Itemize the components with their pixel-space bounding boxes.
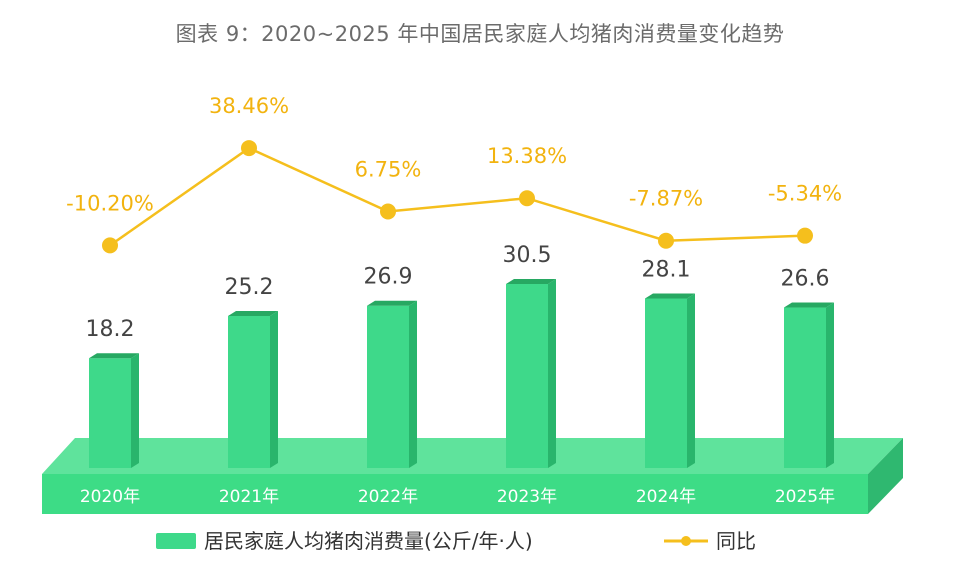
bar-value-label: 25.2 [225, 275, 274, 300]
bar [228, 310, 278, 468]
bar-side-face [131, 353, 139, 468]
yoy-label: 38.46% [209, 94, 289, 118]
yoy-point [797, 227, 813, 244]
category-label: 2020年 [80, 487, 140, 507]
bar-side-face [826, 302, 834, 468]
category-label: 2024年 [636, 487, 696, 507]
bar [506, 279, 556, 468]
base-platform-side [868, 438, 903, 514]
category-label: 2023年 [497, 487, 557, 507]
bar-side-face [687, 293, 695, 468]
bar-side-face [270, 310, 278, 468]
bar [645, 293, 695, 468]
category-label: 2021年 [219, 487, 279, 507]
bar-value-label: 18.2 [86, 317, 135, 342]
legend-bar-swatch [156, 533, 196, 549]
bar-value-label: 26.9 [364, 265, 413, 290]
bar-value-labels: 18.2 25.2 26.9 30.5 28.1 26.6 [86, 243, 830, 342]
bar-top-face [89, 353, 139, 359]
yoy-label: -5.34% [768, 182, 842, 206]
bar-top-face [367, 300, 417, 306]
bar [89, 353, 139, 468]
bar-value-label: 28.1 [642, 257, 691, 282]
bars-group [89, 279, 834, 468]
bar-front-face [367, 305, 409, 468]
bar-front-face [89, 358, 131, 468]
yoy-point [519, 190, 535, 207]
yoy-line-layer: -10.20% 38.46% 6.75% 13.38% -7.87% -5.34% [66, 94, 842, 254]
legend-bar-label: 居民家庭人均猪肉消费量(公斤/年·人) [204, 529, 533, 553]
base-platform-top [42, 438, 903, 474]
yoy-label: -10.20% [66, 191, 154, 215]
yoy-label: 6.75% [355, 158, 422, 182]
yoy-label: -7.87% [629, 187, 703, 211]
yoy-point [102, 237, 118, 254]
bar-top-face [228, 310, 278, 316]
yoy-point [241, 140, 257, 157]
bar [784, 302, 834, 468]
bar-front-face [784, 307, 826, 468]
bar-value-label: 30.5 [503, 243, 552, 268]
bar-front-face [228, 315, 270, 468]
yoy-label: 13.38% [487, 144, 567, 168]
legend: 居民家庭人均猪肉消费量(公斤/年·人) 同比 [156, 529, 756, 553]
category-labels: 2020年 2021年 2022年 2023年 2024年 2025年 [80, 487, 835, 507]
yoy-line [109, 146, 806, 247]
yoy-point [380, 203, 396, 220]
legend-line-label: 同比 [716, 529, 756, 553]
bar [367, 300, 417, 468]
bar-side-face [548, 279, 556, 468]
category-label: 2025年 [775, 487, 835, 507]
bar-front-face [645, 298, 687, 468]
chart-title: 图表 9：2020~2025 年中国居民家庭人均猪肉消费量变化趋势 [175, 22, 785, 46]
legend-line-marker [681, 536, 691, 546]
bar-front-face [506, 284, 548, 468]
bar-top-face [645, 293, 695, 299]
yoy-point [658, 232, 674, 249]
base-platform-front [42, 474, 868, 514]
bar-top-face [784, 302, 834, 308]
category-label: 2022年 [358, 487, 418, 507]
bar-top-face [506, 279, 556, 284]
bar-value-label: 26.6 [781, 267, 830, 292]
bar-side-face [409, 300, 417, 468]
